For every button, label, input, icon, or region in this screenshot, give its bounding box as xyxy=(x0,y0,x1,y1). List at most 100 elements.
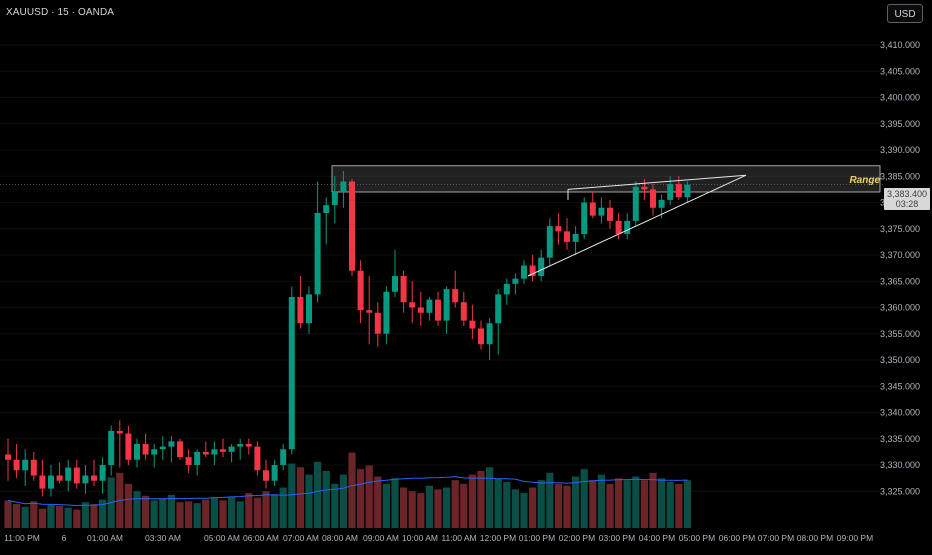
volume-bar xyxy=(580,469,588,528)
candle-body xyxy=(452,289,459,303)
volume-bars xyxy=(4,452,691,528)
candle-body xyxy=(392,276,398,292)
price-tick-label: 3,365.000 xyxy=(880,276,920,286)
volume-bar xyxy=(219,500,227,528)
candle-body xyxy=(271,465,278,481)
volume-bar xyxy=(468,474,476,528)
candle-body xyxy=(314,213,321,295)
volume-bar xyxy=(546,472,554,528)
price-tick-label: 3,395.000 xyxy=(880,119,920,129)
candle-body xyxy=(409,302,416,308)
price-axis[interactable]: 3,410.000 3,405.000 3,400.000 3,395.000 3,39… xyxy=(880,40,920,496)
candle-body xyxy=(400,276,407,303)
triangle-upper-trendline[interactable] xyxy=(567,174,747,190)
volume-bar xyxy=(606,483,614,528)
candle-body xyxy=(30,459,37,476)
candle-body xyxy=(357,270,364,311)
triangle-lower-trendline[interactable] xyxy=(527,174,747,277)
volume-bar xyxy=(56,505,64,528)
candle-body xyxy=(228,446,235,452)
volume-bar xyxy=(90,504,98,528)
candle-body xyxy=(306,294,312,324)
price-tick-label: 3,335.000 xyxy=(880,434,920,444)
symbol-title[interactable]: XAUUSD · 15 · OANDA xyxy=(6,7,115,18)
candle-body xyxy=(460,302,467,321)
candle-body xyxy=(254,446,261,471)
candle-body xyxy=(607,207,613,221)
volume-bar xyxy=(408,491,416,528)
time-tick-label: 6 xyxy=(62,533,67,543)
volume-bar xyxy=(477,470,485,528)
volume-bar xyxy=(253,497,261,528)
volume-bar xyxy=(486,467,494,528)
volume-bar xyxy=(228,496,236,528)
time-tick-label: 10:00 AM xyxy=(402,533,438,543)
candle-body xyxy=(512,278,519,284)
candle-body xyxy=(503,283,510,295)
volume-bar xyxy=(296,467,304,528)
volume-bar xyxy=(331,483,339,528)
currency-button[interactable]: USD xyxy=(887,4,923,23)
volume-bar xyxy=(21,506,29,528)
volume-bar xyxy=(13,504,21,528)
volume-bar xyxy=(64,507,72,528)
volume-bar xyxy=(279,487,287,528)
candle-body xyxy=(159,446,166,450)
volume-bar xyxy=(271,494,279,528)
price-tick-label: 3,400.000 xyxy=(880,93,920,103)
candle-body xyxy=(177,441,183,458)
price-tick-label: 3,345.000 xyxy=(880,381,920,391)
volume-bar xyxy=(597,474,605,528)
volume-bar xyxy=(589,480,597,528)
candle-body xyxy=(340,181,347,192)
volume-bar xyxy=(30,501,38,528)
range-zone[interactable]: Range xyxy=(331,165,881,193)
time-tick-label: 07:00 PM xyxy=(758,533,794,543)
candle-body xyxy=(151,449,158,455)
price-tick-label: 3,360.000 xyxy=(880,303,920,313)
volume-bar xyxy=(520,493,528,528)
volume-bar xyxy=(683,480,691,528)
volume-bar xyxy=(460,483,468,528)
volume-bar xyxy=(262,491,270,528)
candle-body xyxy=(56,475,63,481)
volume-bar xyxy=(348,452,356,528)
time-tick-label: 06:00 AM xyxy=(243,533,279,543)
candle-body xyxy=(417,307,424,313)
volume-bar xyxy=(554,483,562,528)
volume-bar xyxy=(451,480,459,528)
candle-body xyxy=(211,449,218,455)
candle-body xyxy=(134,444,140,460)
candle-body xyxy=(237,444,244,447)
price-tick-label: 3,355.000 xyxy=(880,329,920,339)
volume-bar xyxy=(176,502,184,528)
candle-body xyxy=(650,189,656,208)
candle-body xyxy=(142,444,149,455)
time-axis[interactable]: 11:00 PM 6 01:00 AM 03:30 AM 05:00 AM 06:00 A… xyxy=(4,533,873,543)
countdown-label: 03:28 xyxy=(896,199,919,209)
volume-bar xyxy=(572,476,580,528)
price-tick-label: 3,325.000 xyxy=(880,486,920,496)
volume-bar xyxy=(167,494,175,528)
volume-bar xyxy=(124,483,132,528)
volume-bar xyxy=(675,483,683,528)
time-tick-label: 01:00 PM xyxy=(519,533,555,543)
volume-bar xyxy=(38,508,46,528)
candle-body xyxy=(572,234,579,242)
candle-body xyxy=(546,226,553,258)
volume-bar xyxy=(623,480,631,528)
candle-body xyxy=(116,430,123,434)
volume-bar xyxy=(417,493,425,528)
candle-body xyxy=(5,454,11,460)
candle-body xyxy=(280,449,287,465)
volume-bar xyxy=(4,500,12,528)
range-rectangle[interactable] xyxy=(331,165,881,193)
volume-bar xyxy=(159,498,167,528)
volume-bar xyxy=(185,501,193,528)
volume-bar xyxy=(305,474,313,528)
candle-body xyxy=(555,226,562,232)
triangle-drawing[interactable] xyxy=(527,174,747,277)
candle-body xyxy=(323,205,330,213)
